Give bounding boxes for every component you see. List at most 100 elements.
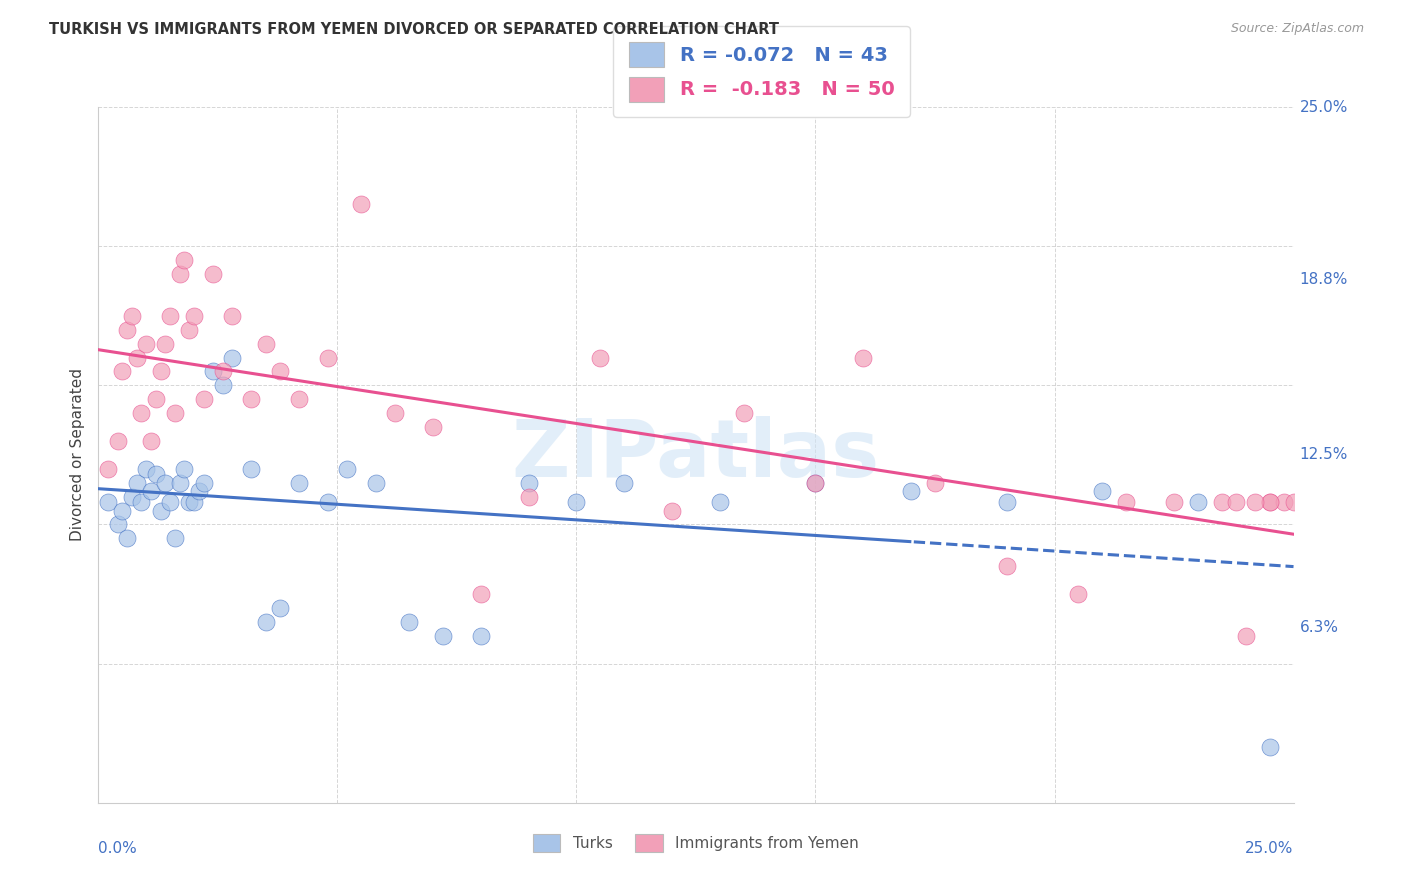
Point	[316, 495, 339, 509]
Point	[565, 495, 588, 509]
Point	[145, 467, 167, 482]
Point	[211, 364, 233, 378]
Point	[995, 495, 1018, 509]
Point	[193, 392, 215, 407]
Point	[193, 475, 215, 490]
Text: 12.5%: 12.5%	[1299, 448, 1348, 462]
Point	[1067, 587, 1090, 601]
Point	[288, 475, 311, 490]
Point	[240, 462, 263, 476]
Point	[316, 351, 339, 365]
Point	[852, 351, 875, 365]
Text: Source: ZipAtlas.com: Source: ZipAtlas.com	[1230, 22, 1364, 36]
Point	[131, 495, 153, 509]
Y-axis label: Divorced or Separated: Divorced or Separated	[69, 368, 84, 541]
Text: 25.0%: 25.0%	[1299, 100, 1348, 114]
Point	[221, 351, 243, 365]
Point	[589, 351, 612, 365]
Text: ZIPatlas: ZIPatlas	[512, 416, 880, 494]
Text: 18.8%: 18.8%	[1299, 272, 1348, 287]
Text: TURKISH VS IMMIGRANTS FROM YEMEN DIVORCED OR SEPARATED CORRELATION CHART: TURKISH VS IMMIGRANTS FROM YEMEN DIVORCE…	[49, 22, 779, 37]
Point	[111, 503, 134, 517]
Point	[517, 490, 540, 504]
Point	[269, 601, 291, 615]
Point	[115, 532, 138, 546]
Point	[1115, 495, 1137, 509]
Point	[733, 406, 755, 420]
Point	[131, 406, 153, 420]
Point	[149, 503, 172, 517]
Point	[107, 434, 129, 448]
Point	[149, 364, 172, 378]
Point	[173, 253, 195, 268]
Point	[336, 462, 359, 476]
Point	[121, 490, 143, 504]
Point	[1163, 495, 1185, 509]
Point	[173, 462, 195, 476]
Point	[169, 475, 191, 490]
Point	[254, 336, 277, 351]
Point	[398, 615, 420, 629]
Point	[1258, 740, 1281, 755]
Point	[163, 532, 186, 546]
Point	[125, 351, 148, 365]
Point	[115, 323, 138, 337]
Point	[179, 495, 201, 509]
Point	[709, 495, 731, 509]
Point	[1234, 629, 1257, 643]
Point	[350, 197, 373, 211]
Point	[183, 495, 205, 509]
Point	[145, 392, 167, 407]
Point	[107, 517, 129, 532]
Point	[202, 364, 225, 378]
Point	[159, 309, 181, 323]
Point	[995, 559, 1018, 574]
Text: 0.0%: 0.0%	[98, 841, 138, 856]
Point	[1258, 495, 1281, 509]
Point	[111, 364, 134, 378]
Point	[1272, 495, 1295, 509]
Point	[121, 309, 143, 323]
Point	[254, 615, 277, 629]
Point	[422, 420, 444, 434]
Point	[240, 392, 263, 407]
Text: 6.3%: 6.3%	[1299, 620, 1339, 635]
Point	[1244, 495, 1267, 509]
Point	[202, 267, 225, 281]
Point	[288, 392, 311, 407]
Point	[269, 364, 291, 378]
Point	[924, 475, 946, 490]
Point	[613, 475, 636, 490]
Point	[97, 495, 120, 509]
Text: 25.0%: 25.0%	[1246, 841, 1294, 856]
Point	[1187, 495, 1209, 509]
Point	[900, 484, 922, 499]
Point	[139, 484, 162, 499]
Point	[364, 475, 387, 490]
Point	[661, 503, 683, 517]
Point	[1211, 495, 1233, 509]
Point	[804, 475, 827, 490]
Point	[1225, 495, 1247, 509]
Point	[139, 434, 162, 448]
Point	[1258, 495, 1281, 509]
Point	[125, 475, 148, 490]
Point	[384, 406, 406, 420]
Point	[470, 587, 492, 601]
Point	[432, 629, 454, 643]
Point	[1091, 484, 1114, 499]
Point	[187, 484, 209, 499]
Point	[135, 462, 157, 476]
Point	[159, 495, 181, 509]
Point	[183, 309, 205, 323]
Point	[804, 475, 827, 490]
Point	[1282, 495, 1305, 509]
Point	[135, 336, 157, 351]
Point	[97, 462, 120, 476]
Point	[211, 378, 233, 392]
Point	[470, 629, 492, 643]
Point	[179, 323, 201, 337]
Point	[221, 309, 243, 323]
Point	[517, 475, 540, 490]
Point	[163, 406, 186, 420]
